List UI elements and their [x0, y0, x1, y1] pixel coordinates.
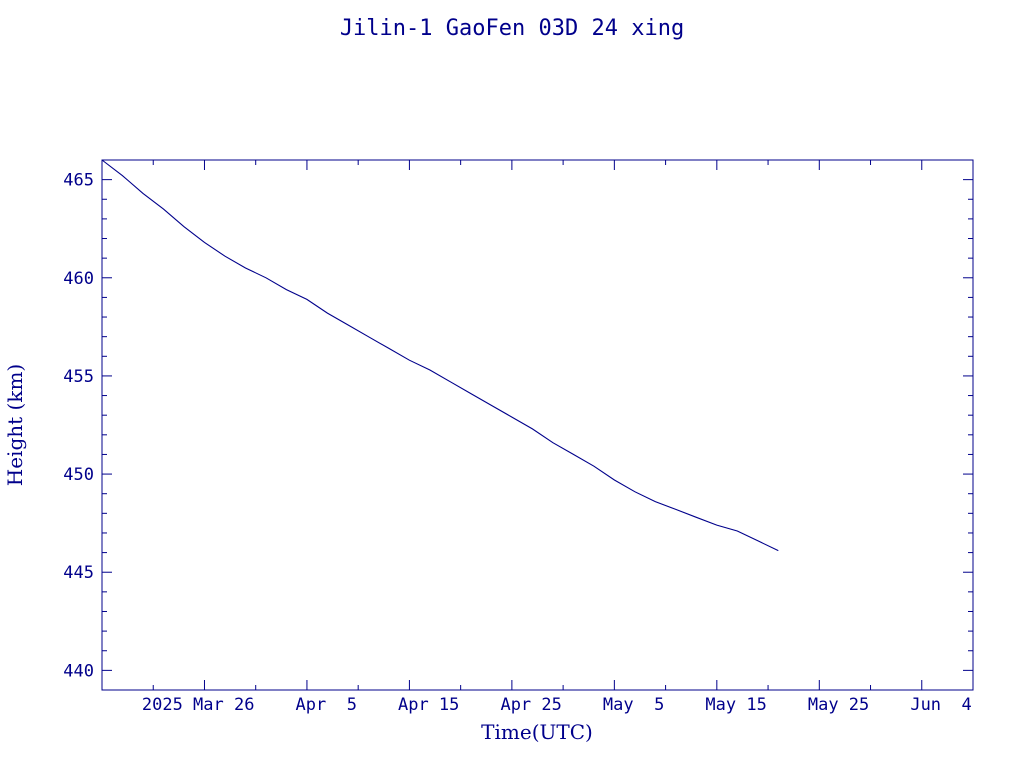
ticks-layer: 2025 Mar 26 Apr 5 Apr 15 Apr 25 May 5 May 15 M… [63, 159, 974, 715]
x-tick-label: Jun 4 [910, 695, 971, 715]
plot-frame [101, 159, 974, 691]
series-line [101, 159, 779, 552]
y-tick-label: 455 [63, 367, 94, 387]
y-tick-label: 460 [63, 269, 94, 289]
x-tick-label: May 15 [705, 695, 766, 715]
x-tick-label: 2025 Mar 26 [142, 695, 255, 715]
y-tick-label: 440 [63, 661, 94, 681]
x-axis-label: Time(UTC) [481, 720, 593, 744]
x-tick-label: May 5 [603, 695, 664, 715]
x-tick-label: Apr 25 [500, 695, 561, 715]
y-tick-label: 450 [63, 465, 94, 485]
x-tick-label: Apr 15 [398, 695, 459, 715]
chart-title: Jilin-1 GaoFen 03D 24 xing [339, 16, 685, 41]
y-axis-label: Height (km) [3, 364, 27, 486]
x-tick-label: May 25 [808, 695, 869, 715]
y-tick-label: 445 [63, 563, 94, 583]
y-tick-label: 465 [63, 171, 94, 191]
x-tick-label: Apr 5 [296, 695, 357, 715]
